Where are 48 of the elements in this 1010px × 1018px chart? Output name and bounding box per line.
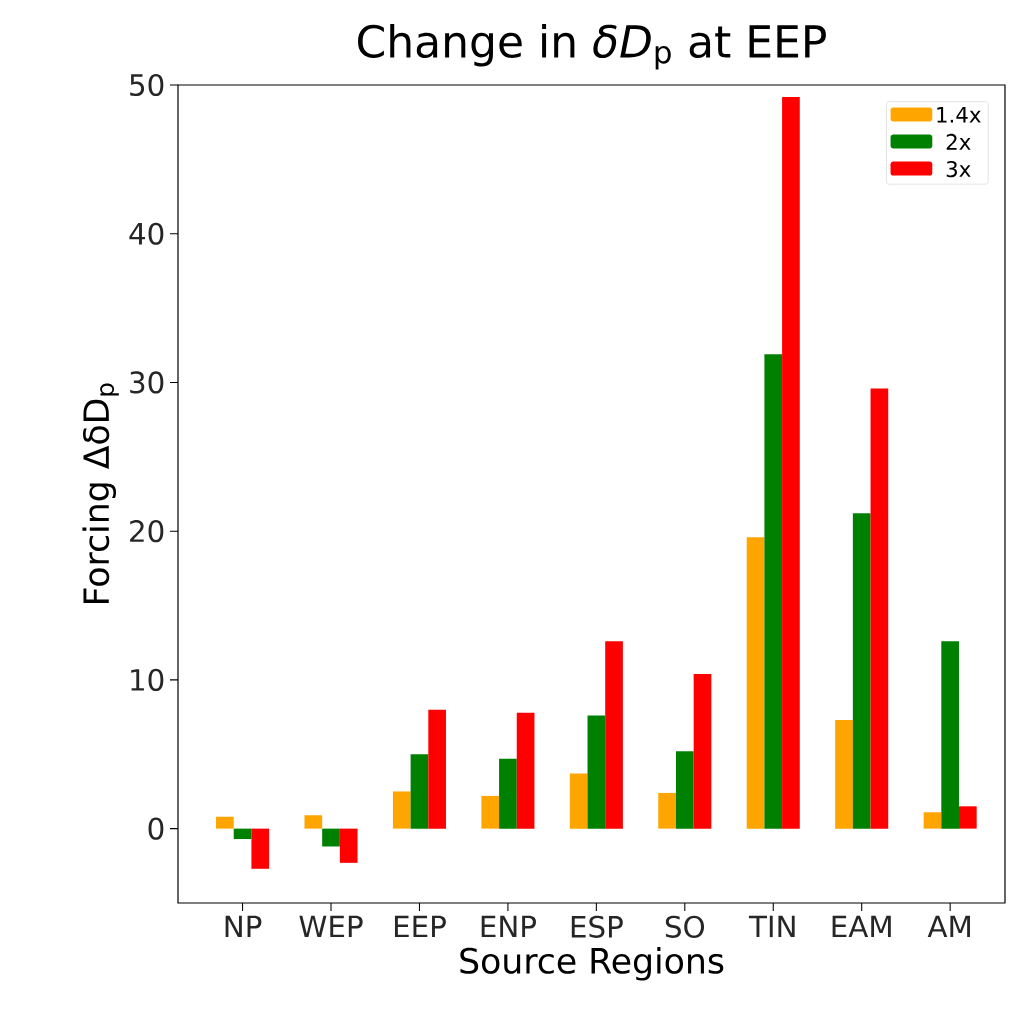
bar xyxy=(322,828,340,847)
bar xyxy=(870,388,889,829)
x-tick-label: AM xyxy=(927,915,970,938)
chart-title: Change in δD$_{p}$ at EEP xyxy=(358,23,826,70)
bar xyxy=(216,816,234,829)
legend-label: 3x xyxy=(946,161,971,178)
bar xyxy=(410,754,429,829)
bar xyxy=(746,537,765,829)
bar xyxy=(658,792,676,829)
bar xyxy=(959,806,977,829)
bar xyxy=(392,791,411,829)
bar xyxy=(339,828,358,863)
y-tick-label: 0 xyxy=(148,817,164,840)
bar xyxy=(499,758,517,829)
bar xyxy=(675,751,694,829)
bar xyxy=(516,712,535,829)
x-tick-label: TIN xyxy=(748,915,795,938)
y-tick-label: 30 xyxy=(130,371,164,394)
bar xyxy=(693,673,712,829)
legend-label: 2x xyxy=(946,133,971,150)
y-tick-label: 40 xyxy=(129,222,164,245)
x-tick-label: ESP xyxy=(571,915,623,938)
bar xyxy=(852,513,871,829)
bar xyxy=(481,795,500,829)
bar xyxy=(304,815,323,829)
x-tick-label: NP xyxy=(225,915,262,938)
bar xyxy=(233,828,252,840)
bar xyxy=(605,641,623,829)
bar xyxy=(587,715,606,829)
x-tick-label: EEP xyxy=(394,915,446,938)
bar xyxy=(782,96,800,829)
x-tick-label: SO xyxy=(665,915,705,938)
x-axis-title: Source Regions xyxy=(460,947,724,981)
y-axis-title: Forcing ΔδD$_{p}$ xyxy=(82,383,119,603)
bar xyxy=(941,641,959,829)
bar xyxy=(764,354,783,829)
bar xyxy=(428,709,446,829)
y-tick-label: 20 xyxy=(130,520,164,543)
x-tick-label: ENP xyxy=(481,915,536,938)
x-tick-label: WEP xyxy=(299,915,363,938)
y-tick-label: 50 xyxy=(130,73,164,97)
bar xyxy=(923,812,942,829)
x-tick-label: EAM xyxy=(832,915,891,938)
y-tick-label: 10 xyxy=(131,668,164,691)
bar xyxy=(835,720,853,829)
bar xyxy=(569,773,588,829)
legend-label: 1.4x xyxy=(937,106,981,123)
bar xyxy=(251,828,270,869)
